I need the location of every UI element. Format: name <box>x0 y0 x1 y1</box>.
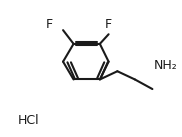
Text: F: F <box>46 18 53 31</box>
Text: F: F <box>105 18 112 31</box>
Text: NH₂: NH₂ <box>154 59 178 72</box>
Text: HCl: HCl <box>17 114 39 127</box>
